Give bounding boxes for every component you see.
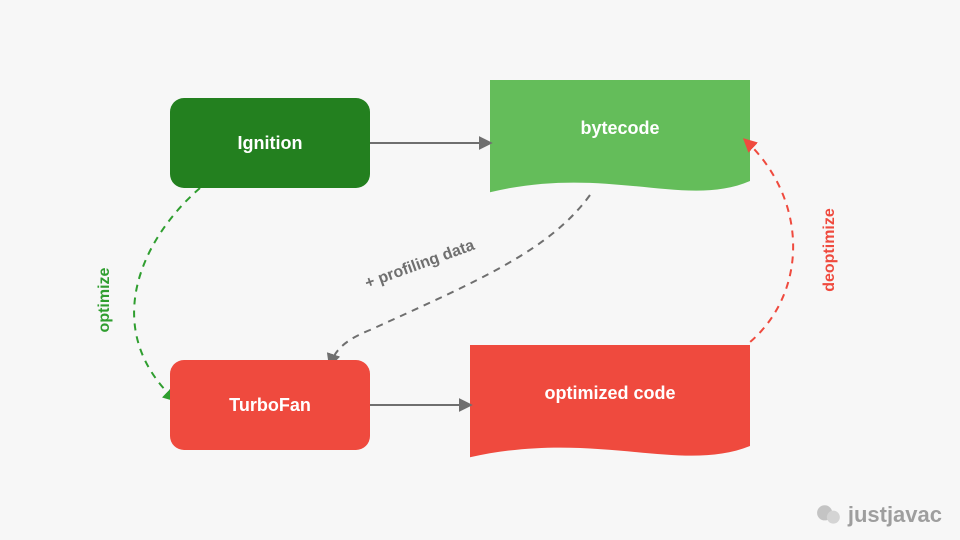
diagram-canvas: Ignition TurboFan bytecode optimized cod… <box>0 0 960 540</box>
node-optimizedcode-label: optimized code <box>544 383 675 404</box>
connections-overlay <box>0 0 960 540</box>
node-bytecode-label: bytecode <box>580 118 659 139</box>
node-ignition: Ignition <box>170 98 370 188</box>
node-turbofan-label: TurboFan <box>229 395 311 416</box>
wechat-icon <box>816 502 842 528</box>
edge-label-profiling: + profiling data <box>363 237 477 293</box>
edge-label-deoptimize: deoptimize <box>821 208 839 292</box>
node-turbofan: TurboFan <box>170 360 370 450</box>
node-bytecode: bytecode <box>490 80 750 177</box>
edge-label-optimize: optimize <box>96 268 114 333</box>
node-ignition-label: Ignition <box>238 133 303 154</box>
watermark: justjavac <box>816 502 942 528</box>
watermark-text: justjavac <box>848 502 942 528</box>
node-optimizedcode: optimized code <box>470 345 750 442</box>
